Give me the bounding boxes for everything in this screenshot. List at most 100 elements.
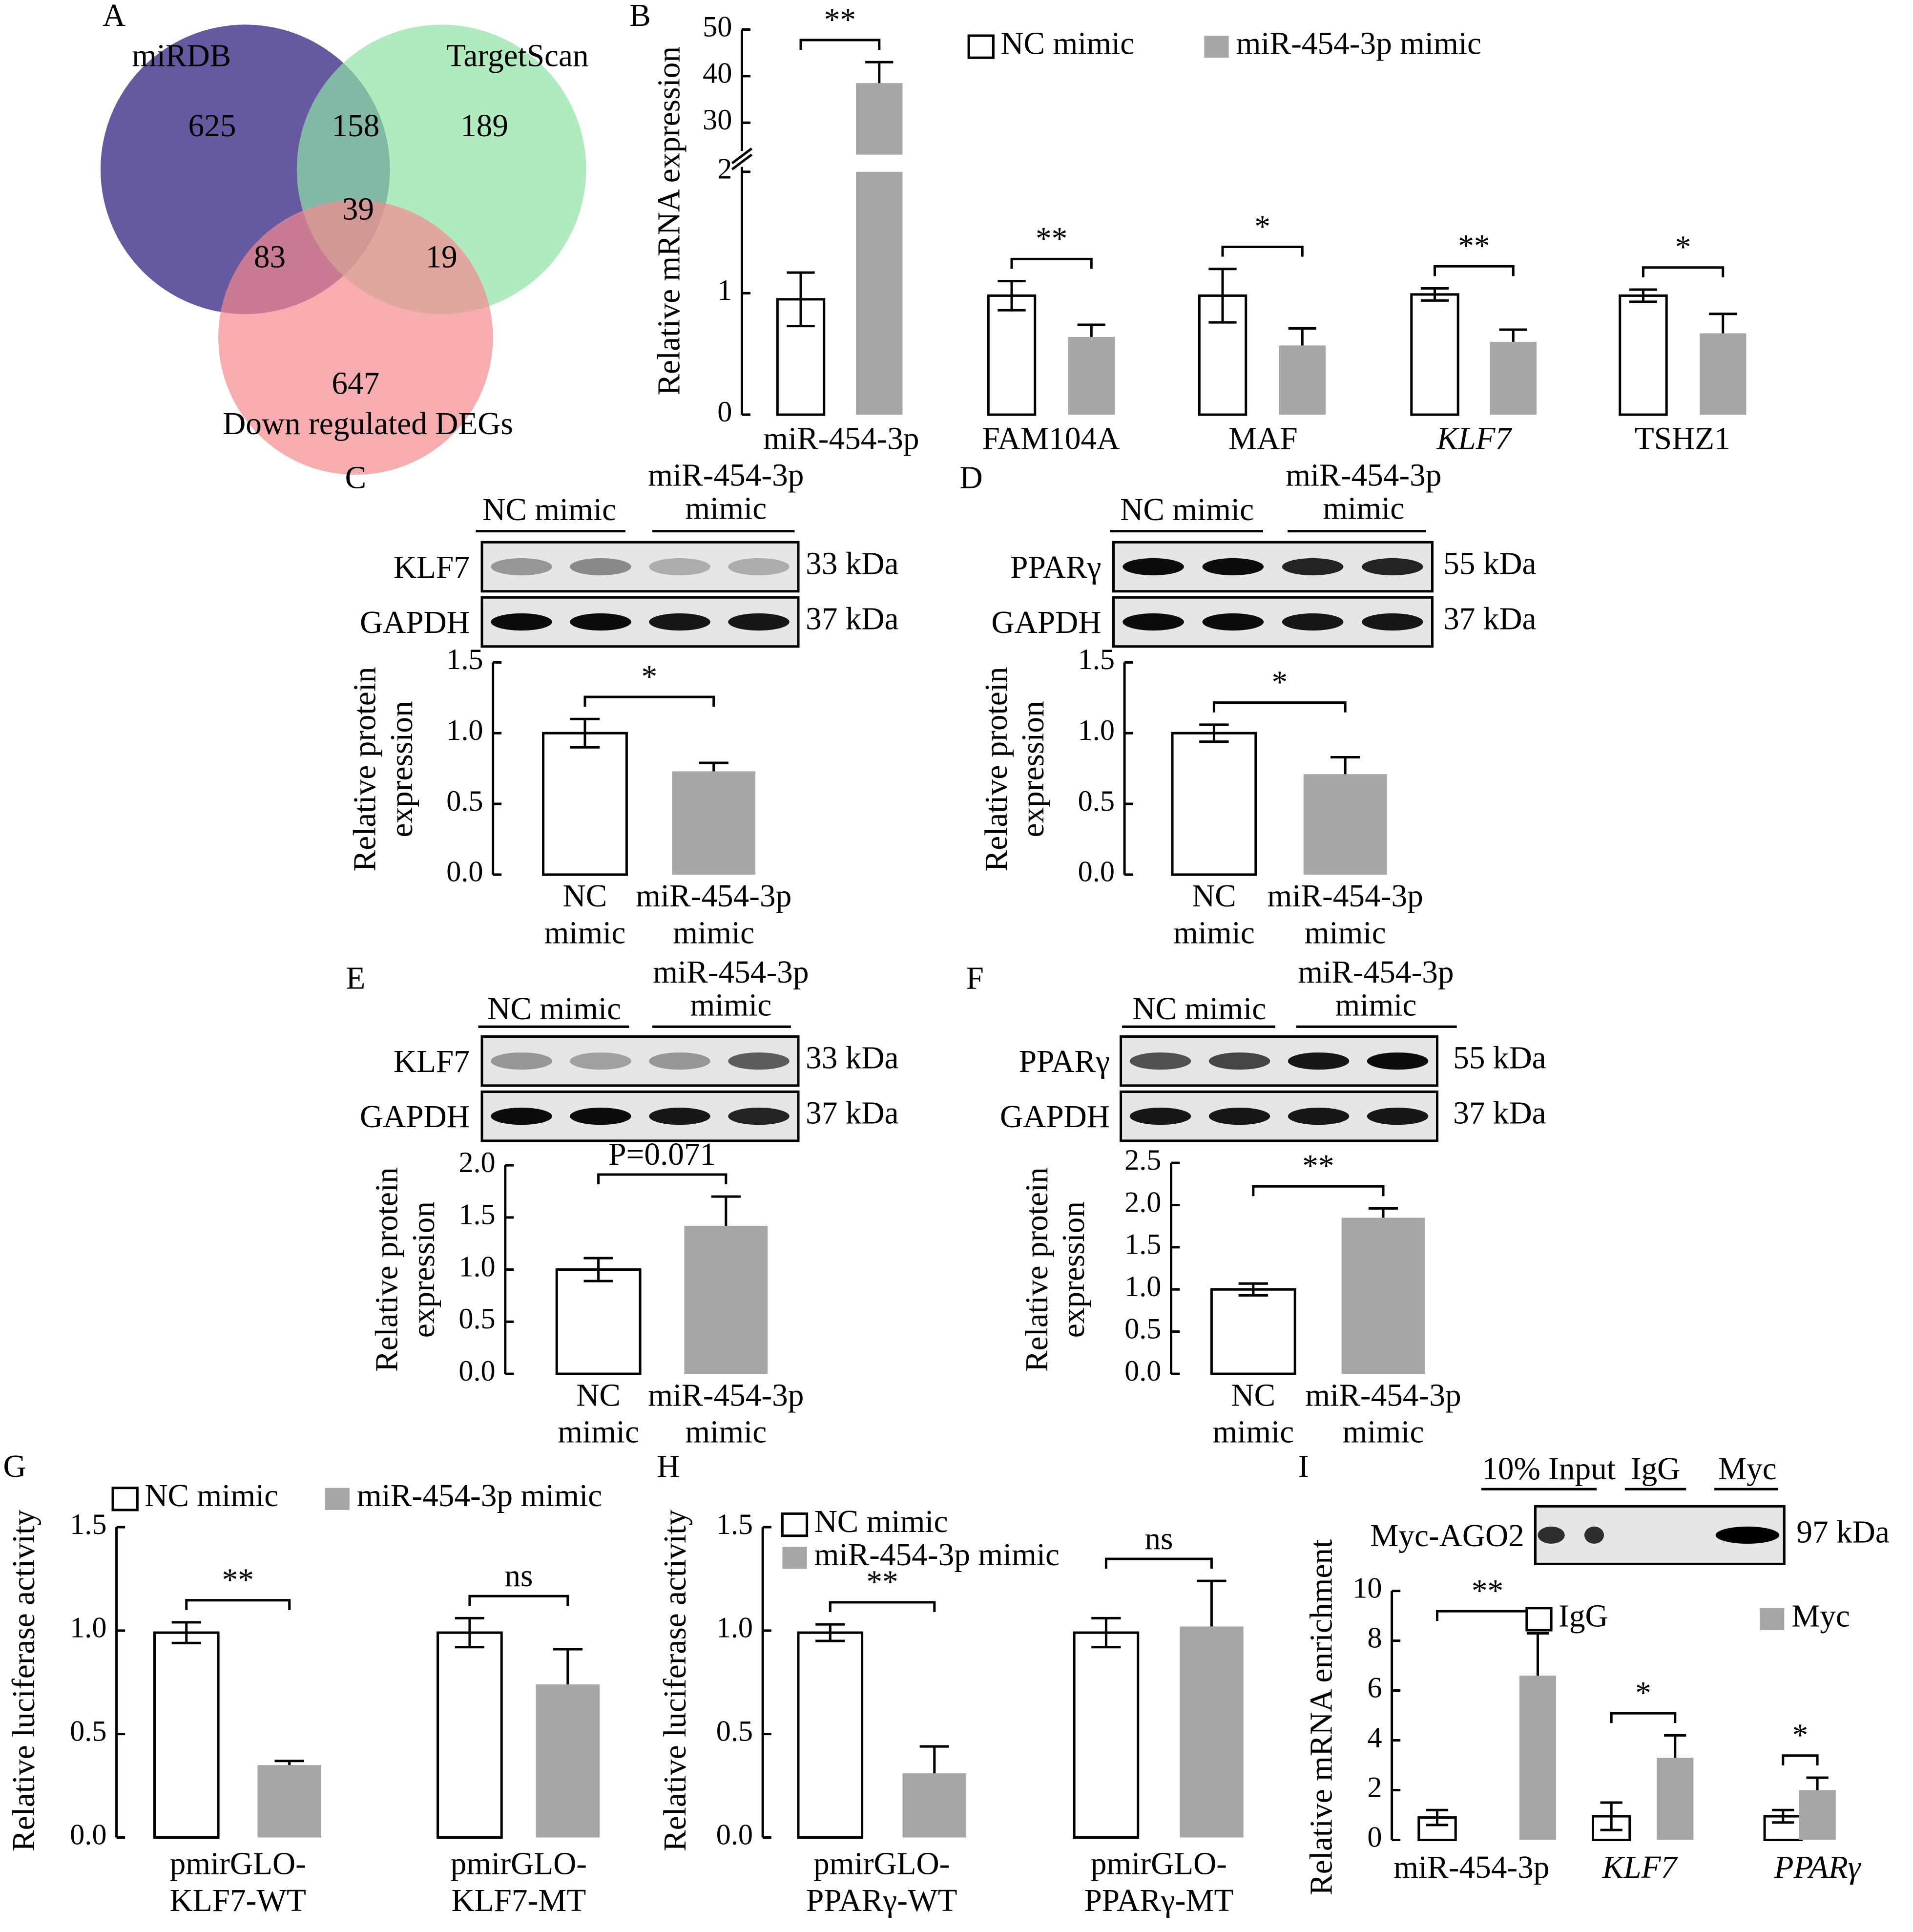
venn-count: 189 — [460, 108, 508, 144]
x-tick-label: pmirGLO-KLF7-MT — [451, 1847, 587, 1918]
x-tick-label: miR-454-3p — [763, 421, 919, 456]
blot-group-label: NC mimic — [482, 492, 616, 527]
bar — [1699, 333, 1747, 415]
y-tick-label: 0.0 — [716, 1818, 753, 1851]
y-tick-label: 50 — [703, 10, 732, 43]
significance-label: ** — [1302, 1149, 1334, 1184]
panel-label: I — [1298, 1449, 1309, 1484]
bar — [684, 1225, 768, 1374]
y-tick-label: 1.0 — [446, 714, 483, 747]
y-tick-label: 1.5 — [458, 1198, 495, 1231]
y-tick-label: 4 — [1367, 1721, 1382, 1754]
y-tick-label: 8 — [1367, 1621, 1382, 1654]
y-tick-label: 0.0 — [70, 1818, 106, 1851]
blot-band — [570, 558, 631, 576]
significance-label: ** — [866, 1565, 898, 1600]
bar — [1490, 341, 1537, 415]
y-tick-label: 1.0 — [1078, 714, 1115, 747]
bar — [797, 1631, 864, 1839]
significance-label: * — [1792, 1718, 1809, 1753]
error-bar — [1600, 1801, 1622, 1831]
blot-size-label: 37 kDa — [806, 1096, 898, 1131]
blot-band — [570, 1052, 631, 1070]
legend-swatch — [782, 1547, 807, 1569]
error-bar — [1091, 1617, 1121, 1649]
y-tick-label: 30 — [703, 104, 732, 136]
error-bar — [1499, 328, 1527, 342]
y-tick-label: 1.5 — [716, 1508, 753, 1541]
legend-label: IgG — [1559, 1598, 1608, 1634]
bar — [1180, 1626, 1244, 1838]
legend-swatch — [1760, 1608, 1785, 1630]
blot-band — [1538, 1526, 1565, 1544]
significance-bracket — [1610, 1712, 1677, 1723]
venn-count: 39 — [342, 192, 374, 227]
blot-band — [1202, 613, 1264, 631]
error-bar — [815, 1623, 845, 1642]
x-tick-label: NC mimic — [1173, 879, 1255, 950]
blot-band — [1282, 613, 1344, 631]
y-tick-label: 0.0 — [1078, 856, 1115, 888]
error-bar — [1772, 1808, 1794, 1824]
panel-label: H — [657, 1449, 680, 1484]
blot-band — [1208, 1052, 1270, 1070]
blot-band — [1367, 1052, 1429, 1070]
significance-bracket — [1010, 257, 1093, 269]
blot-band — [649, 1052, 710, 1070]
blot-band — [1584, 1526, 1604, 1544]
error-bar — [998, 280, 1026, 312]
blot-group-label: Myc — [1718, 1451, 1777, 1487]
blot-band-panel — [480, 541, 800, 593]
error-bar — [1331, 756, 1360, 775]
error-bar — [1368, 1207, 1398, 1218]
legend-label: miR-454-3p mimic — [357, 1478, 602, 1513]
significance-label: * — [1254, 209, 1270, 244]
significance-bracket — [1221, 245, 1304, 257]
error-bar — [583, 1257, 613, 1282]
significance-bracket — [185, 1599, 291, 1610]
x-tick-label: miR-454-3p mimic — [636, 879, 791, 950]
y-tick-label: 0.5 — [716, 1715, 753, 1747]
blot-band — [1208, 1108, 1270, 1125]
blot-band — [1202, 558, 1264, 576]
bar — [1068, 336, 1115, 415]
legend-swatch — [781, 1512, 809, 1537]
panel-label: E — [346, 961, 365, 996]
blot-band — [1123, 613, 1184, 631]
legend-swatch — [1525, 1607, 1553, 1632]
y-axis-title: Relative protein expression — [979, 667, 1051, 871]
y-tick-label: 1.5 — [446, 643, 483, 676]
significance-label: * — [1635, 1676, 1651, 1711]
y-tick-label: 0.0 — [458, 1355, 495, 1387]
error-bar — [711, 1195, 741, 1226]
error-bar — [1664, 1734, 1686, 1758]
blot-size-label: 37 kDa — [1443, 601, 1536, 636]
blot-band — [728, 1108, 790, 1125]
legend-swatch — [967, 34, 995, 59]
bar — [1799, 1790, 1836, 1840]
bar — [902, 1773, 967, 1838]
y-tick-label: 0.0 — [446, 856, 483, 888]
blot-size-label: 33 kDa — [806, 1041, 898, 1076]
significance-label: * — [642, 659, 658, 694]
blot-size-label: 97 kDa — [1796, 1514, 1889, 1550]
error-bar — [919, 1745, 949, 1774]
blot-band — [1282, 558, 1344, 576]
blot-row-label: KLF7 — [394, 550, 470, 585]
blot-band — [728, 613, 790, 631]
bar — [1619, 294, 1668, 416]
blot-row-label: GAPDH — [991, 605, 1101, 640]
y-tick-label: 0.5 — [1078, 785, 1115, 818]
error-bar — [553, 1648, 582, 1684]
panel-label: G — [3, 1449, 26, 1484]
blot-group-label: miR-454-3p mimic — [653, 955, 809, 1023]
bar — [542, 732, 628, 876]
blot-group-label: IgG — [1631, 1451, 1681, 1487]
significance-bracket — [1212, 701, 1347, 713]
y-axis-title: Relative protein expression — [347, 667, 419, 871]
blot-band — [1129, 1052, 1191, 1070]
y-tick-label: 0.5 — [1124, 1313, 1161, 1345]
y-tick-label: 1.0 — [458, 1250, 495, 1283]
bar — [1657, 1758, 1694, 1840]
